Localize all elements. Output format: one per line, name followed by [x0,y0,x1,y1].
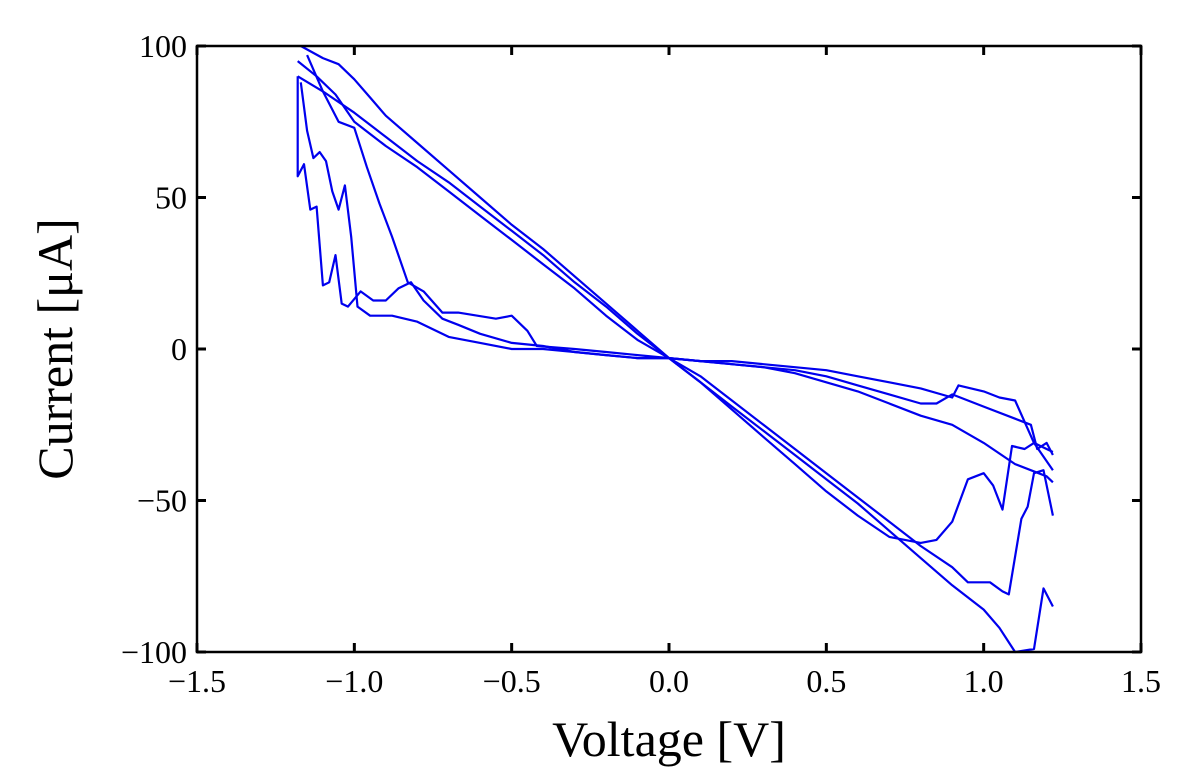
x-axis-label: Voltage [V] [552,711,786,767]
x-tick-label: 0.0 [649,663,689,699]
plot-area [296,45,1054,654]
y-tick-label: 0 [171,331,187,367]
series-line-1 [297,75,1054,654]
series-line-4 [306,54,1054,453]
y-tick-label: −100 [121,634,187,670]
x-tick-label: −0.5 [483,663,541,699]
axis-ticks [195,44,1143,654]
plot-frame [195,44,1143,654]
x-tick-label: −1.5 [168,663,226,699]
x-tick-label: 0.5 [806,663,846,699]
series-line-2 [300,45,1054,545]
series-line-5 [296,76,1054,484]
y-tick-label: 100 [139,28,187,64]
x-tick-label: 1.0 [964,663,1004,699]
tick-labels: −1.5 −1.0 −0.5 0.0 0.5 1.0 1.5 −100 −50 0 50 100 [121,28,1161,699]
y-tick-label: 50 [155,180,187,216]
series-line-6 [299,82,1054,456]
y-axis-label: Current [μA] [27,218,83,479]
y-tick-label: −50 [137,483,187,519]
series-line-3 [297,60,1054,596]
x-tick-label: −1.0 [325,663,383,699]
x-tick-label: 1.5 [1121,663,1161,699]
